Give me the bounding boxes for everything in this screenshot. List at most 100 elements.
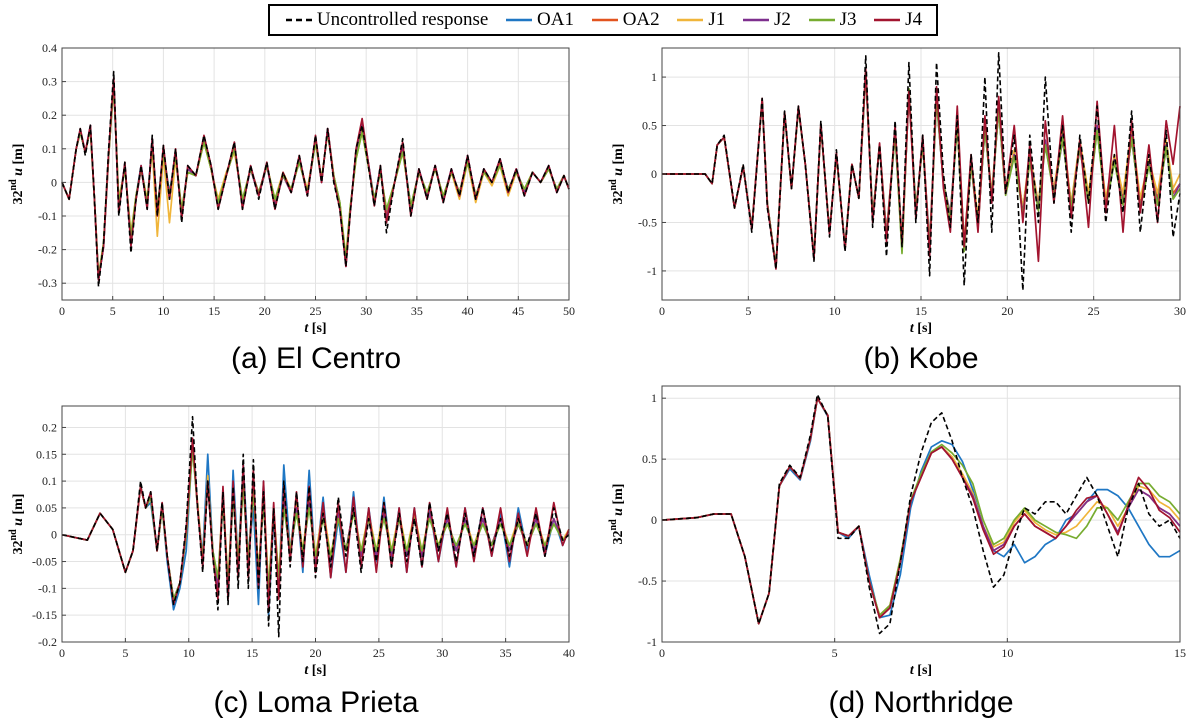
plot-area: [662, 386, 1180, 642]
legend-swatch: [506, 18, 533, 22]
x-tick-label: 25: [373, 646, 385, 660]
x-tick-label: 5: [832, 646, 838, 660]
legend-item: J1: [675, 9, 725, 31]
x-tick-label: 0: [659, 304, 665, 318]
y-axis-label: 32nd u [m]: [608, 144, 626, 205]
x-tick-label: 15: [208, 304, 220, 318]
y-tick-label: 0: [651, 167, 657, 181]
panel-caption: (d) Northridge: [828, 686, 1013, 719]
chart-panel-2: 0 5 10 15 20 25 30 -1 -0.5 0 0.5 1 t [s] 32nd u [m] (b…: [608, 47, 1186, 375]
legend-swatch: [285, 18, 312, 22]
x-tick-label: 20: [310, 646, 322, 660]
y-tick-label: -0.15: [32, 608, 57, 622]
y-tick-label: -0.05: [32, 555, 57, 569]
series-line-uncontrolled-response: [61, 70, 570, 288]
legend-item: J2: [741, 9, 791, 31]
legend-item: OA1: [504, 9, 574, 31]
y-tick-label: 0: [51, 175, 57, 189]
x-tick-label: 30: [1174, 304, 1186, 318]
y-tick-label: 0.1: [42, 142, 57, 156]
x-tick-label: 40: [563, 646, 575, 660]
x-tick-label: 35: [500, 646, 512, 660]
y-tick-label: -0.2: [38, 243, 57, 257]
y-tick-label: 0.5: [642, 119, 657, 133]
x-axis-label: t [s]: [910, 663, 932, 678]
x-tick-label: 25: [310, 304, 322, 318]
panel-caption: (b) Kobe: [863, 342, 978, 375]
x-tick-label: 25: [1088, 304, 1100, 318]
y-tick-label: 0.4: [42, 41, 57, 55]
y-tick-label: -1: [647, 635, 657, 649]
legend-item: Uncontrolled response: [284, 9, 488, 31]
legend-label: OA2: [622, 9, 660, 30]
x-tick-label: 5: [745, 304, 751, 318]
panel-caption: (a) El Centro: [231, 342, 401, 375]
x-tick-label: 0: [59, 304, 65, 318]
y-tick-label: -0.5: [638, 215, 657, 229]
x-tick-label: 15: [915, 304, 927, 318]
legend: Uncontrolled response OA1 OA2 J1 J2 J3 J4: [268, 4, 938, 36]
legend-item: OA2: [590, 9, 660, 31]
x-tick-label: 5: [122, 646, 128, 660]
y-tick-label: -1: [647, 264, 657, 278]
y-tick-label: -0.2: [38, 635, 57, 649]
x-tick-label: 10: [157, 304, 169, 318]
legend-swatch: [677, 18, 704, 22]
y-axis-label: 32nd u [m]: [8, 494, 26, 555]
chart-panel-4: 0 5 10 15 -1 -0.5 0 0.5 1 t [s] 32nd u [m] (d) Nort…: [608, 385, 1186, 719]
y-axis-label: 32nd u [m]: [608, 484, 626, 545]
panel-caption: (c) Loma Prieta: [213, 686, 418, 719]
series-line-uncontrolled-response: [661, 393, 1181, 635]
y-axis-label: 32nd u [m]: [8, 144, 26, 205]
legend-label: J2: [773, 9, 791, 30]
y-tick-label: 0.15: [36, 447, 57, 461]
legend-item: J3: [807, 9, 857, 31]
x-axis-label: t [s]: [304, 321, 326, 336]
legend-item: J4: [872, 9, 922, 31]
x-tick-label: 0: [659, 646, 665, 660]
x-tick-label: 15: [246, 646, 258, 660]
x-tick-label: 5: [110, 304, 116, 318]
y-tick-label: -0.1: [38, 209, 57, 223]
x-tick-label: 40: [462, 304, 474, 318]
legend-swatch: [591, 18, 618, 22]
x-tick-label: 10: [1001, 646, 1013, 660]
chart-panel-3: 0 5 10 15 20 25 30 35 40 -0.2 -0.15 -0.1 -0.05 0 0.05 0…: [8, 405, 575, 719]
legend-swatch: [742, 18, 769, 22]
y-tick-label: 0: [51, 528, 57, 542]
y-tick-label: -0.5: [638, 574, 657, 588]
y-tick-label: 0: [651, 513, 657, 527]
y-tick-label: 0.05: [36, 501, 57, 515]
x-tick-label: 10: [829, 304, 841, 318]
series-line-uncontrolled-response: [662, 52, 1181, 292]
legend-label: J1: [708, 9, 726, 30]
y-tick-label: 0.2: [42, 420, 57, 434]
y-tick-label: 1: [651, 70, 657, 84]
x-tick-label: 30: [360, 304, 372, 318]
y-tick-label: 0.2: [42, 108, 57, 122]
y-tick-label: 0.5: [642, 452, 657, 466]
x-tick-label: 0: [59, 646, 65, 660]
chart-panel-1: 0 5 10 15 20 25 30 35 40 45 50 -0.3 -0.2 -0.1 0 0.1 0.2 0…: [8, 41, 575, 375]
series-line-uncontrolled-response: [61, 415, 570, 638]
y-tick-label: 0.3: [42, 75, 57, 89]
x-tick-label: 10: [183, 646, 195, 660]
x-tick-label: 35: [411, 304, 423, 318]
y-tick-label: 0.1: [42, 474, 57, 488]
x-axis-label: t [s]: [304, 663, 326, 678]
legend-label: J4: [905, 9, 923, 30]
legend-swatch: [874, 18, 901, 22]
y-tick-label: 1: [651, 391, 657, 405]
x-tick-label: 45: [512, 304, 524, 318]
x-tick-label: 15: [1174, 646, 1186, 660]
y-tick-label: -0.1: [38, 581, 57, 595]
legend-label: J3: [839, 9, 857, 30]
legend-swatch: [808, 18, 835, 22]
y-tick-label: -0.3: [38, 276, 57, 290]
legend-label: OA1: [537, 9, 574, 30]
x-axis-label: t [s]: [910, 321, 932, 336]
axes-frame: [661, 385, 1181, 643]
x-tick-label: 20: [259, 304, 271, 318]
x-tick-label: 20: [1001, 304, 1013, 318]
